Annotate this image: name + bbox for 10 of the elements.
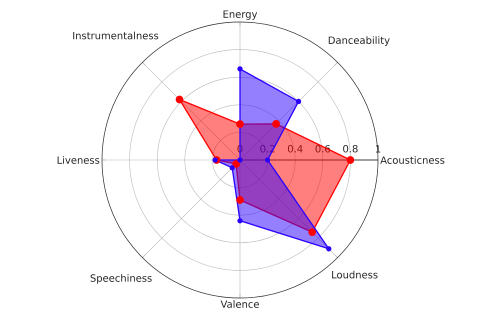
- spoke-label: Energy: [224, 10, 258, 20]
- y-tick-label: 0.4: [288, 144, 303, 152]
- spoke-label: Acousticness: [380, 156, 444, 164]
- spoke-label: Valence: [220, 300, 259, 308]
- spoke-label: Speechiness: [90, 274, 152, 284]
- spoke-label: Instrumentalness: [73, 32, 158, 40]
- spoke-label: Loudness: [332, 270, 378, 278]
- spoke-label: Liveness: [58, 156, 100, 164]
- spoke-label: Danceability: [328, 36, 390, 46]
- y-tick-label: 0.8: [343, 144, 358, 152]
